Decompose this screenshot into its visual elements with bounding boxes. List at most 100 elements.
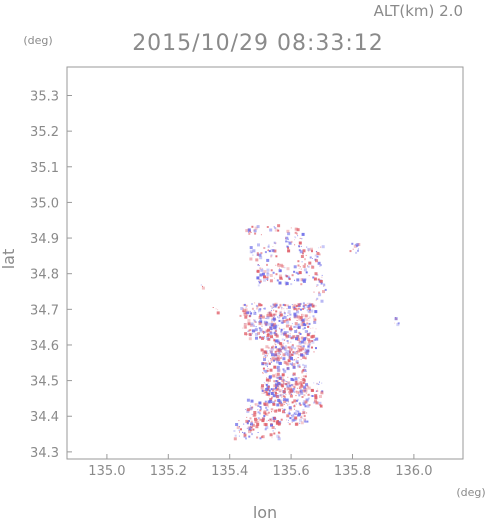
echo-pixel [247, 228, 251, 232]
y-axis-label: lat [0, 249, 18, 270]
echo-pixel [310, 327, 312, 329]
echo-pixel [306, 384, 309, 387]
echo-pixel [271, 307, 273, 309]
echo-pixel [251, 303, 253, 305]
echo-pixel [301, 348, 303, 350]
echo-pixel [305, 392, 307, 394]
y-tick-label: 34.8 [30, 268, 59, 283]
echo-pixel [261, 392, 263, 394]
chart-subtitle: ALT(km) 2.0 [374, 2, 463, 20]
echo-pixel [291, 393, 292, 395]
echo-pixel [273, 355, 275, 357]
echo-pixel [300, 340, 304, 344]
echo-pixel [278, 435, 280, 438]
echo-pixel [297, 307, 300, 310]
echo-pixel [271, 411, 273, 413]
echo-pixel [299, 404, 302, 406]
echo-pixel [298, 341, 300, 343]
echo-pixel [315, 328, 317, 330]
echo-pixel [283, 382, 286, 385]
echo-pixel [280, 403, 284, 407]
echo-pixel [294, 279, 295, 281]
echo-pixel [306, 302, 308, 304]
echo-pixel [255, 326, 257, 328]
echo-pixel [274, 399, 277, 402]
echo-pixel [273, 347, 275, 349]
echo-pixel [301, 413, 303, 415]
echo-pixel [289, 353, 293, 357]
echo-pixel [289, 392, 292, 395]
echo-pixel [289, 346, 291, 349]
echo-pixel [288, 406, 292, 410]
echo-pixel [256, 269, 260, 273]
echo-pixel [243, 435, 246, 438]
echo-pixel [299, 381, 303, 385]
echo-pixel [273, 432, 276, 435]
echo-pixel [288, 350, 291, 353]
echo-pixel [269, 433, 273, 437]
echo-pixel [256, 252, 259, 255]
echo-pixel [300, 336, 304, 340]
echo-pixel [300, 358, 302, 360]
echo-pixel [266, 377, 268, 379]
echo-pixel [281, 338, 284, 341]
echo-pixel [293, 386, 296, 389]
echo-pixel [303, 415, 306, 417]
echo-pixel [316, 250, 318, 252]
echo-pixel [293, 325, 296, 328]
echo-pixel [278, 408, 281, 412]
echo-pixel [288, 324, 290, 326]
echo-pixel [291, 363, 294, 366]
echo-pixel [353, 244, 357, 248]
echo-pixel [284, 312, 286, 313]
echo-pixel [291, 422, 293, 423]
echo-pixel [296, 329, 298, 331]
echo-pixel [307, 397, 310, 400]
echo-pixel [275, 344, 277, 346]
echo-pixel [289, 329, 292, 332]
echo-pixel [304, 342, 306, 344]
echo-pixel [283, 310, 285, 312]
echo-pixel [262, 372, 264, 374]
echo-pixel [293, 399, 297, 403]
x-axis-unit: (deg) [456, 486, 485, 499]
echo-pixel [294, 347, 297, 350]
echo-pixel [286, 334, 289, 338]
echo-pixel [246, 427, 248, 429]
echo-pixel [299, 348, 303, 352]
echo-pixel [267, 368, 269, 370]
echo-pixel [291, 323, 293, 325]
echo-pixel [273, 322, 277, 326]
echo-pixel [300, 391, 304, 395]
echo-pixel [289, 362, 292, 365]
echo-pixel [306, 412, 308, 414]
echo-pixel [324, 288, 327, 291]
echo-pixel [276, 368, 280, 372]
echo-pixel [281, 396, 283, 398]
echo-pixel [285, 394, 287, 396]
echo-pixel [305, 398, 309, 402]
echo-pixel [268, 250, 271, 253]
echo-pixel [298, 245, 300, 248]
echo-pixel [270, 396, 273, 399]
echo-pixel [299, 302, 302, 305]
echo-pixel [258, 401, 262, 405]
echo-pixel [270, 392, 274, 395]
echo-pixel [269, 313, 273, 317]
echo-pixel [256, 253, 259, 256]
echo-pixel [319, 279, 323, 283]
echo-pixel [263, 278, 266, 282]
echo-pixel [275, 243, 277, 245]
echo-pixel [313, 338, 316, 341]
echo-pixel [310, 335, 314, 339]
echo-pixel [287, 359, 291, 363]
echo-pixel [266, 268, 270, 272]
echo-pixel [303, 367, 305, 368]
echo-pixel [304, 263, 307, 266]
echo-pixel [266, 276, 269, 279]
echo-pixel [315, 390, 317, 392]
echo-pixel [251, 423, 255, 427]
echo-pixel [295, 413, 297, 415]
echo-pixel [276, 388, 278, 391]
echo-pixel [278, 383, 281, 386]
